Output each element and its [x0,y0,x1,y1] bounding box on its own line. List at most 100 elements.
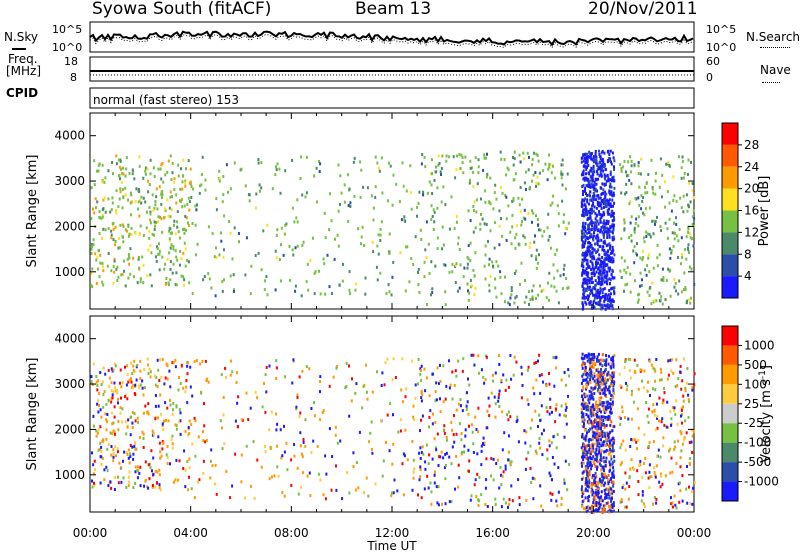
data-point [485,175,488,179]
data-point [179,432,182,436]
data-point [598,201,600,205]
data-point [598,153,601,156]
data-point [598,380,601,384]
data-point [361,406,364,410]
data-point [112,390,115,394]
data-point [653,219,656,223]
data-point [152,472,155,476]
data-point [132,452,135,456]
data-point [583,280,586,284]
data-point [469,259,472,263]
data-point [638,185,641,189]
data-point [499,275,502,279]
data-point [631,438,634,442]
data-point [455,262,458,266]
data-point [600,378,603,381]
data-point [112,281,115,285]
data-point [610,489,613,493]
data-point [143,484,146,488]
data-point [529,186,531,189]
data-point [416,214,418,218]
data-point [167,419,170,423]
data-point [146,274,149,278]
data-point [113,415,116,419]
data-point [586,262,589,266]
data-point [594,187,597,191]
data-point [191,394,194,398]
data-point [601,364,604,368]
data-point [680,449,683,453]
data-point [490,474,492,478]
data-point [601,167,604,171]
data-point [602,408,605,412]
data-point [595,263,598,267]
data-point [151,193,154,197]
data-point [649,475,652,479]
data-point [328,228,331,232]
data-point [675,222,678,226]
data-point [275,256,278,260]
data-point [535,152,538,156]
colorbar-tick-label: 28 [744,138,759,152]
data-point [488,200,491,204]
data-point [567,221,570,225]
data-point [672,231,675,235]
data-point [515,269,518,273]
data-point [99,481,102,485]
data-point [537,425,539,428]
data-point [330,488,333,492]
data-point [453,384,456,387]
data-point [528,303,530,306]
data-point [596,359,599,363]
data-point [147,248,150,252]
data-point [648,486,651,490]
data-point [514,296,517,300]
data-point [585,509,588,513]
data-point [167,281,170,285]
data-point [371,451,374,455]
data-point [229,274,232,278]
data-point [659,472,662,476]
data-point [290,483,293,487]
data-point [95,429,98,433]
data-point [128,461,131,465]
data-point [101,280,104,284]
data-point [555,289,558,293]
data-point [446,438,448,442]
data-point [462,357,465,361]
data-point [593,374,596,378]
data-point [587,237,589,241]
data-point [584,213,587,217]
data-point [381,191,384,195]
data-point [180,274,183,278]
data-point [591,504,594,508]
data-point [653,367,656,371]
data-point [484,486,487,490]
data-point [594,499,597,502]
data-point [566,488,569,492]
data-point [588,389,591,393]
data-point [281,454,284,458]
data-point [646,232,649,236]
data-point [155,376,158,379]
data-point [656,243,659,247]
data-point [586,274,589,278]
data-point [648,441,651,445]
data-point [163,419,165,423]
data-point [122,240,125,244]
data-point [505,173,508,177]
data-point [510,484,513,488]
data-point [594,421,597,425]
data-point [608,198,611,202]
data-point [637,300,640,304]
data-point [666,377,669,381]
data-point [97,163,100,167]
data-point [90,272,93,275]
data-point [593,462,596,466]
data-point [600,396,603,400]
data-point [599,458,602,462]
data-point [590,390,593,394]
data-point [593,362,596,366]
data-point [586,258,589,262]
data-point [113,432,116,436]
